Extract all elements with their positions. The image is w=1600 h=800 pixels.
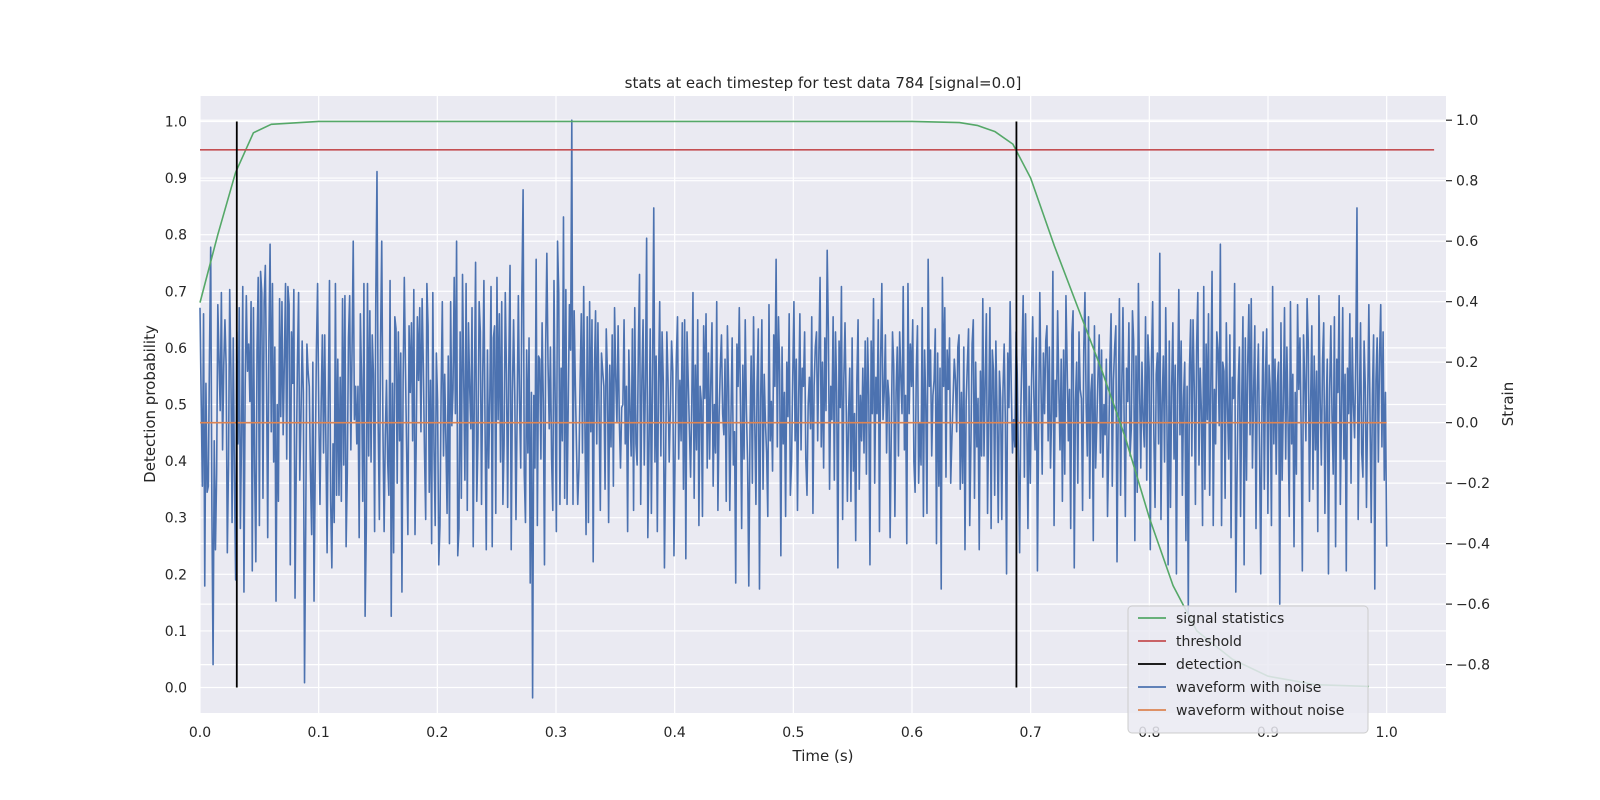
y-axis-left: 0.0 0.1 0.2 0.3 0.4 0.5 0.6 0.7 0.8 0.9 1.0: [165, 114, 187, 696]
y-right-tick-label: 0.6: [1456, 234, 1478, 250]
y-right-tick-label: 0.8: [1456, 174, 1478, 190]
y-left-tick-label: 0.8: [165, 228, 187, 244]
y-right-tick-label: −0.4: [1456, 537, 1490, 553]
series-waveform-with-noise: [199, 119, 1388, 699]
x-tick-label: 0.5: [782, 725, 804, 741]
x-tick-label: 0.3: [545, 725, 567, 741]
y-axis-right-label: Strain: [1499, 382, 1517, 426]
x-tick-label: 0.7: [1020, 725, 1042, 741]
y-left-tick-label: 0.9: [165, 171, 187, 187]
legend-label: waveform without noise: [1176, 703, 1344, 719]
y-right-tick-label: 0.4: [1456, 295, 1478, 311]
y-left-tick-label: 0.7: [165, 284, 187, 300]
legend-label: waveform with noise: [1176, 680, 1321, 696]
y-right-tick-label: 0.2: [1456, 355, 1478, 371]
y-left-tick-label: 0.2: [165, 567, 187, 583]
legend-box: [1127, 605, 1369, 734]
y-right-tick-label: −0.8: [1456, 658, 1490, 674]
chart-title: stats at each timestep for test data 784…: [625, 74, 1022, 92]
y-left-tick-label: 1.0: [165, 114, 187, 130]
legend-label: threshold: [1176, 634, 1242, 650]
x-axis: 0.00.10.20.30.40.50.60.70.80.91.0: [189, 725, 1398, 741]
y-left-tick-label: 0.1: [165, 624, 187, 640]
y-left-tick-label: 0.4: [165, 454, 187, 470]
y-right-tick-label: 0.0: [1456, 416, 1478, 432]
y-axis-left-label: Detection probability: [141, 325, 159, 483]
y-right-tick-label: 1.0: [1456, 113, 1478, 129]
x-axis-label: Time (s): [792, 747, 854, 765]
x-tick-label: 0.4: [664, 725, 686, 741]
y-left-tick-label: 0.3: [165, 511, 187, 527]
legend-label: detection: [1176, 657, 1242, 673]
y-left-tick-label: 0.0: [165, 681, 187, 697]
y-left-tick-label: 0.5: [165, 398, 187, 414]
x-tick-label: 0.0: [189, 725, 211, 741]
x-tick-label: 0.1: [308, 725, 330, 741]
legend: signal statistics threshold detection wavef…: [1127, 605, 1369, 734]
y-axis-right: −0.8 −0.6 −0.4 −0.2 0.0 0.2 0.4 0.6 0.8 1.0: [1446, 113, 1490, 674]
y-right-tick-label: −0.2: [1456, 476, 1490, 492]
y-right-tick-label: −0.6: [1456, 597, 1490, 613]
x-tick-label: 0.6: [901, 725, 923, 741]
legend-label: signal statistics: [1176, 611, 1284, 627]
x-tick-label: 0.2: [426, 725, 448, 741]
y-left-tick-label: 0.6: [165, 341, 187, 357]
x-tick-label: 1.0: [1376, 725, 1398, 741]
